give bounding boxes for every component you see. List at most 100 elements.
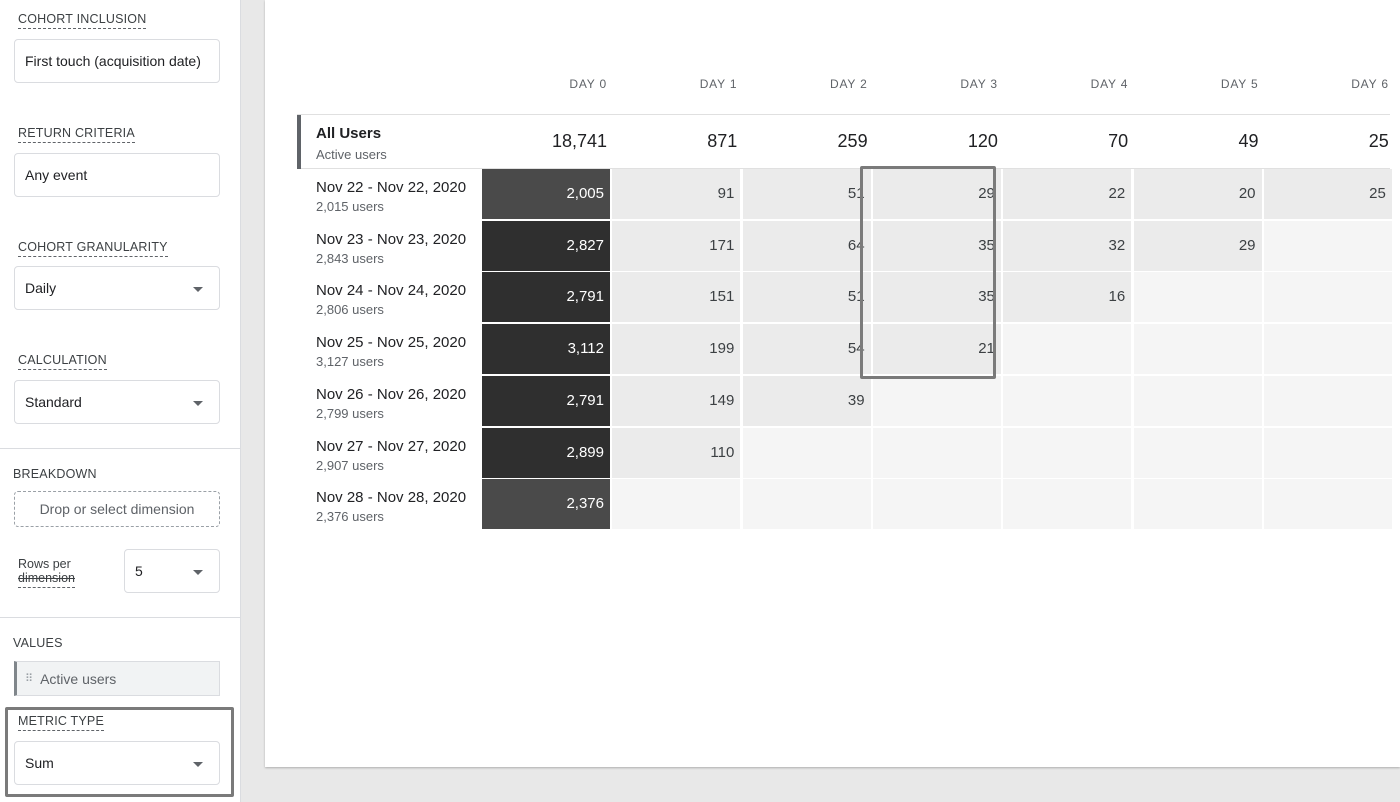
cohort-cell-day-5 [1133,272,1262,323]
cohort-cell-day-2[interactable]: 54 [742,324,871,375]
cohort-cell-day-5 [1133,375,1262,426]
cohort-granularity-label: COHORT GRANULARITY [18,240,168,257]
cohort-cell-day-4[interactable]: 32 [1003,220,1132,271]
cohort-cell-day-1[interactable]: 151 [612,272,741,323]
cohort-cell-day-4[interactable]: 22 [1003,169,1132,219]
cohort-cell-day-1[interactable]: 199 [612,324,741,375]
values-label: VALUES [13,636,63,650]
cohort-cell-day-1[interactable]: 149 [612,375,741,426]
cohort-cell-day-4[interactable]: 16 [1003,272,1132,323]
cohort-cell-day-4 [1003,375,1132,426]
return-criteria-value: Any event [25,167,88,183]
total-value-day-4: 70 [1108,131,1129,151]
cohort-cell-day-5 [1133,479,1262,530]
cohort-cell-day-2[interactable]: 64 [742,220,871,271]
cohort-date-range: Nov 22 - Nov 22, 2020 [316,179,467,196]
cohort-cell-day-3[interactable]: 29 [872,169,1001,219]
cohort-row-label: Nov 22 - Nov 22, 2020 2,015 users [316,179,486,214]
total-value-day-5: 49 [1238,131,1259,151]
active-users-chip[interactable]: ⠿ Active users [14,661,220,696]
cohort-row-label: Nov 28 - Nov 28, 2020 2,376 users [316,489,486,524]
day-header-5: DAY 5 [1220,77,1259,91]
return-criteria-field[interactable]: Any event [14,153,220,197]
cohort-cell-day-0[interactable]: 2,827 [482,220,610,271]
cohort-cell-day-1[interactable]: 91 [612,169,741,219]
cohort-user-count: 3,127 users [316,354,384,370]
cohort-user-count: 2,376 users [316,509,384,525]
cohort-cell-day-5 [1133,324,1262,375]
cohort-cell-day-6[interactable]: 25 [1263,169,1392,219]
cohort-user-count: 2,015 users [316,199,384,214]
rows-per-dimension-value: 5 [135,563,143,579]
cohort-row-label: Nov 24 - Nov 24, 2020 2,806 users [316,282,486,317]
cohort-date-range: Nov 26 - Nov 26, 2020 [316,385,467,403]
cohort-cell-day-1[interactable]: 171 [612,220,741,271]
cohort-cell-day-0[interactable]: 2,376 [482,479,610,530]
metric-type-dropdown[interactable]: Sum [14,741,220,785]
day-header-3: DAY 3 [960,77,998,91]
cohort-cell-day-6 [1263,479,1392,530]
cohort-cell-day-5[interactable]: 29 [1133,220,1262,271]
cohort-cell-day-3[interactable]: 35 [872,272,1001,323]
cohort-date-range: Nov 27 - Nov 27, 2020 [316,437,467,455]
day-header-1: DAY 1 [699,77,738,91]
section-divider [0,617,241,618]
cohort-row-label: Nov 23 - Nov 23, 2020 2,843 users [316,231,486,266]
cohort-cell-day-0[interactable]: 3,112 [482,324,610,375]
calculation-label: CALCULATION [18,353,107,370]
cohort-date-range: Nov 25 - Nov 25, 2020 [316,334,467,352]
metric-type-label: METRIC TYPE [18,714,105,731]
cohort-cell-day-2[interactable]: 51 [742,169,871,219]
cohort-cell-day-2[interactable]: 39 [742,375,871,426]
cohort-cell-day-6 [1263,324,1392,375]
active-users-chip-label: Active users [40,670,117,687]
all-users-metric: Active users [316,147,387,162]
day-header-4: DAY 4 [1090,77,1129,91]
cohort-granularity-dropdown[interactable]: Daily [14,266,220,310]
total-value-day-1: 871 [707,131,738,151]
cohort-inclusion-value: First touch (acquisition date) [25,53,201,69]
cohort-cell-day-0[interactable]: 2,899 [482,427,610,478]
calculation-value: Standard [25,394,82,410]
total-value-day-6: 25 [1368,131,1389,151]
calculation-dropdown[interactable]: Standard [14,380,220,424]
dropdown-caret-icon [193,401,203,406]
metric-type-value: Sum [25,755,54,771]
breakdown-dropzone[interactable]: Drop or select dimension [14,491,220,527]
cohort-cell-day-2 [742,479,871,530]
cohort-cell-day-0[interactable]: 2,791 [482,375,610,426]
metric-type-highlight [5,707,234,797]
rows-per-dimension-dropdown[interactable]: 5 [124,549,220,593]
cohort-cell-day-1[interactable]: 110 [612,427,741,478]
cohort-granularity-value: Daily [25,280,57,296]
cohort-cell-day-6 [1263,220,1392,271]
cohort-cell-day-3[interactable]: 35 [872,220,1001,271]
cohort-inclusion-field[interactable]: First touch (acquisition date) [14,39,220,83]
dropdown-caret-icon [193,570,203,575]
cohort-date-range: Nov 24 - Nov 24, 2020 [316,282,467,300]
settings-panel: COHORT INCLUSION First touch (acquisitio… [0,0,241,802]
cohort-cell-day-4 [1003,427,1132,478]
all-users-label: All Users [316,125,382,142]
cohort-cell-day-0[interactable]: 2,791 [482,272,610,323]
cohort-cell-day-5[interactable]: 20 [1133,169,1262,219]
cohort-cell-day-3[interactable]: 21 [872,324,1001,375]
rows-per-dimension-label: Rows per dimension [18,557,75,588]
cohort-row-label: Nov 27 - Nov 27, 2020 2,907 users [316,438,486,473]
cohort-cell-day-0[interactable]: 2,005 [482,169,610,219]
cohort-cell-day-1 [612,479,741,530]
drag-handle-icon[interactable]: ⠿ [25,673,33,685]
cohort-user-count: 2,806 users [316,302,384,318]
cohort-cell-day-6 [1263,375,1392,426]
cohort-cell-day-6 [1263,427,1392,478]
day-header-6: DAY 6 [1351,77,1389,91]
cohort-cell-day-6 [1263,272,1392,323]
breakdown-placeholder: Drop or select dimension [39,501,195,517]
cohort-cell-day-4 [1003,479,1132,530]
cohort-cell-day-2[interactable]: 51 [742,272,871,323]
cohort-row-label: Nov 26 - Nov 26, 2020 2,799 users [316,386,486,421]
cohort-inclusion-label: COHORT INCLUSION [18,12,147,29]
cohort-cell-day-5 [1133,427,1262,478]
cohort-table-card: All Users Active users 18,741 871 259 120 70… [265,0,1400,767]
cohort-cell-day-3 [872,479,1001,530]
